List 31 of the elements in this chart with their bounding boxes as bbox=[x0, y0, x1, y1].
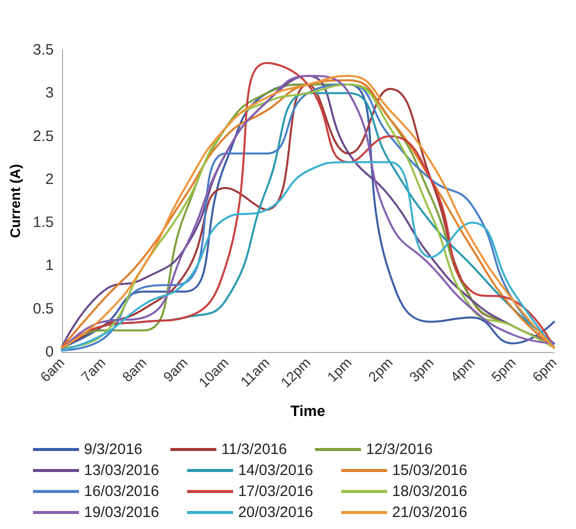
legend-label: 12/3/2016 bbox=[366, 441, 433, 458]
legend-label: 20/03/2016 bbox=[238, 504, 314, 521]
y-tick-label: 0.5 bbox=[32, 300, 54, 318]
x-tick-label: 4pm bbox=[447, 354, 478, 385]
y-tick-label: 0 bbox=[45, 344, 54, 360]
legend-label: 17/03/2016 bbox=[238, 483, 314, 500]
legend-label: 15/03/2016 bbox=[392, 462, 468, 479]
x-tick-label: 1pm bbox=[324, 354, 355, 385]
y-tick-label: 1 bbox=[45, 257, 54, 274]
y-tick-label: 1.5 bbox=[32, 214, 54, 232]
x-tick-label: 5pm bbox=[488, 354, 519, 385]
legend-label: 13/03/2016 bbox=[84, 462, 160, 479]
x-axis-title: Time bbox=[290, 403, 326, 420]
legend-label: 11/3/2016 bbox=[221, 441, 288, 458]
x-tick-label: 9am bbox=[160, 354, 190, 385]
x-tick-label: 6pm bbox=[529, 354, 560, 385]
legend-label: 21/03/2016 bbox=[392, 504, 468, 521]
y-tick-label: 2 bbox=[45, 170, 54, 188]
y-tick-label: 3 bbox=[45, 84, 54, 102]
x-tick-label: 7am bbox=[78, 354, 108, 385]
y-tick-label: 3.5 bbox=[32, 42, 54, 58]
y-axis-title: Current (A) bbox=[7, 164, 23, 238]
x-tick-label: 2pm bbox=[365, 354, 396, 385]
y-tick-label: 2.5 bbox=[32, 128, 54, 145]
legend-label: 9/3/2016 bbox=[84, 441, 142, 458]
x-tick-label: 8am bbox=[118, 354, 150, 385]
legend-label: 16/03/2016 bbox=[84, 483, 160, 500]
legend-label: 18/03/2016 bbox=[392, 483, 468, 500]
x-tick-label: 3pm bbox=[406, 354, 437, 385]
legend-label: 14/03/2016 bbox=[238, 462, 314, 479]
legend-label: 19/03/2016 bbox=[84, 504, 160, 521]
